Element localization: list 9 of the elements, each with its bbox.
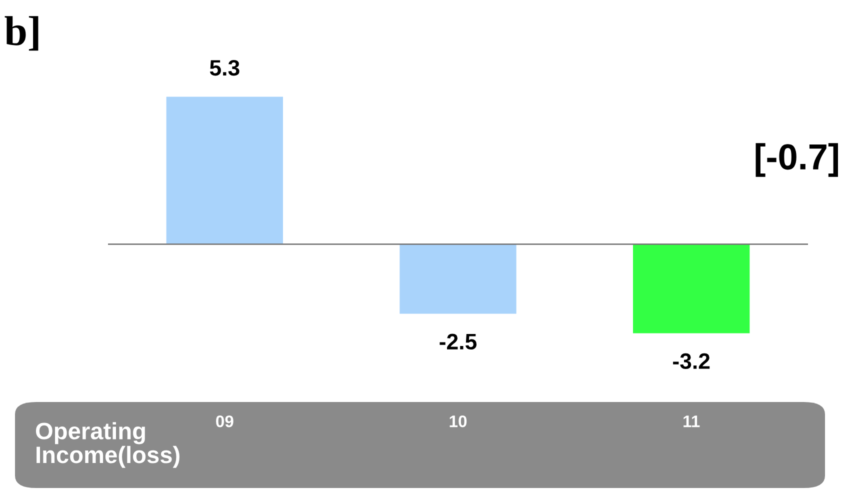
- data-label: -2.5: [440, 334, 477, 350]
- x-tick-label: 11: [684, 416, 700, 428]
- data-label: -3.2: [673, 353, 710, 370]
- annotation: [-0.7]: [756, 143, 838, 177]
- x-tick-label: 10: [450, 415, 467, 428]
- chart-title: b]: [4, 16, 38, 51]
- x-axis-title: Operating Income(loss): [36, 422, 180, 468]
- data-label: 5.3: [210, 60, 240, 76]
- x-tick-label: 09: [216, 415, 234, 428]
